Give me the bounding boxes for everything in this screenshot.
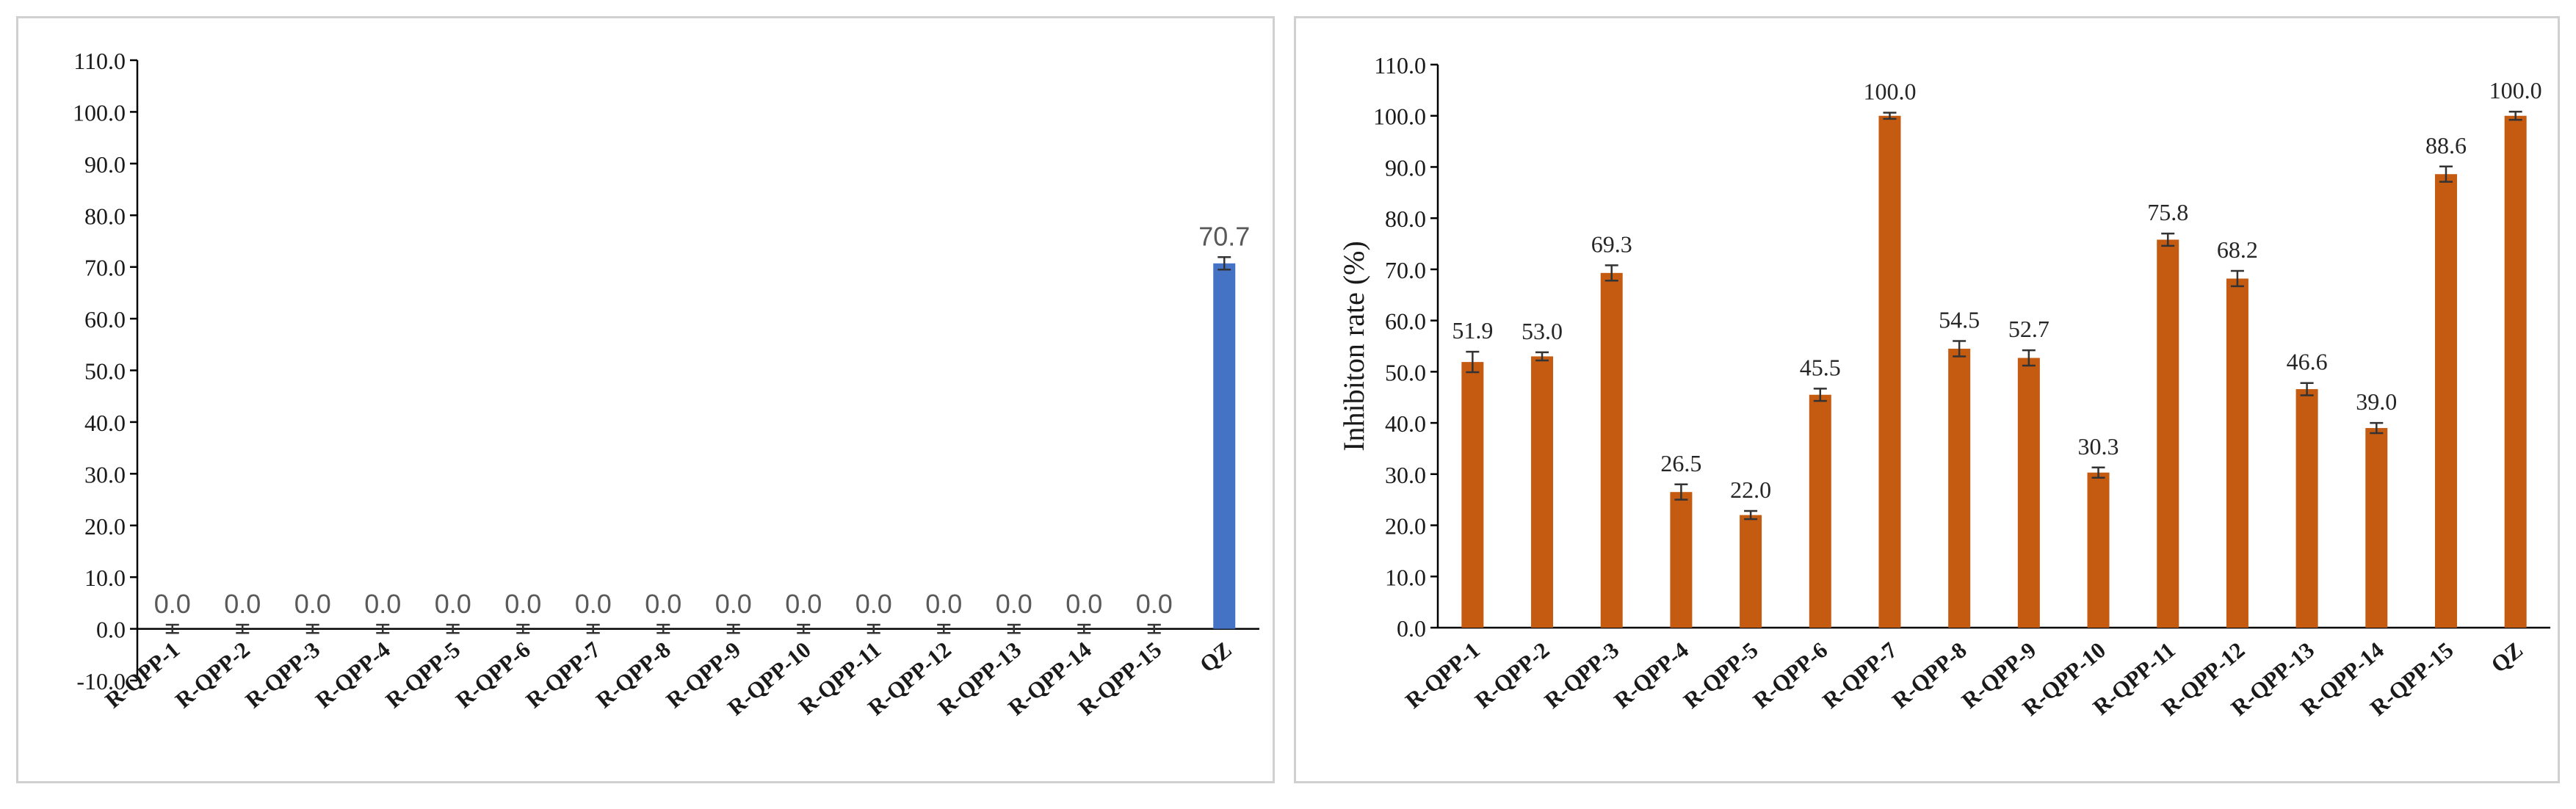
value-label: 0.0 <box>855 589 892 619</box>
right-bar-chart: 0.0 10.0 20.0 30.0 40.0 50.0 60.0 70.0 80.0 90.0 1… <box>1337 52 2550 721</box>
category-label: R-QPP-4 <box>311 636 395 713</box>
bar <box>2017 358 2040 628</box>
bar <box>2157 239 2179 628</box>
value-label: 100.0 <box>1863 79 1916 105</box>
value-label: 0.0 <box>154 589 191 619</box>
bar <box>1948 348 1971 628</box>
value-label: 0.0 <box>575 589 612 619</box>
y-tick-label: 80.0 <box>84 203 126 229</box>
bar <box>2295 389 2318 628</box>
bar <box>1878 115 1901 628</box>
bar <box>1531 356 1554 628</box>
category-label: R-QPP-2 <box>170 636 255 713</box>
value-label: 54.5 <box>1939 307 1980 333</box>
value-label: 0.0 <box>435 589 471 619</box>
y-axis-title: Inhibiton rate (%) <box>1337 241 1370 451</box>
bar <box>2434 174 2457 628</box>
y-tick-label: 110.0 <box>73 48 126 74</box>
category-label: R-QPP-4 <box>1609 637 1693 714</box>
value-label: 0.0 <box>925 589 962 619</box>
bar <box>1809 394 1831 628</box>
y-tick-label: 60.0 <box>84 306 126 333</box>
category-label: QZ <box>1195 636 1237 678</box>
y-tick-label: 90.0 <box>84 151 126 178</box>
y-tick-label: 20.0 <box>84 513 126 540</box>
value-label: 0.0 <box>645 589 681 619</box>
y-tick-label: 70.0 <box>1385 257 1426 283</box>
bar <box>1670 492 1693 628</box>
category-label: R-QPP-2 <box>1470 637 1555 714</box>
right-chart-panel: 0.0 10.0 20.0 30.0 40.0 50.0 60.0 70.0 80.0 90.0 1… <box>1294 16 2560 783</box>
value-label: 0.0 <box>294 589 331 619</box>
category-label: R-QPP-5 <box>1679 637 1763 714</box>
y-tick-label: 0.0 <box>96 617 126 643</box>
y-tick-label: 40.0 <box>84 410 126 436</box>
value-label: 88.6 <box>2425 132 2467 159</box>
value-label: 52.7 <box>2008 316 2049 342</box>
category-label: R-QPP-8 <box>591 636 676 713</box>
y-tick-label: 80.0 <box>1385 206 1426 232</box>
bar <box>2087 472 2110 628</box>
value-label: 0.0 <box>1136 589 1173 619</box>
y-tick-label: 30.0 <box>84 461 126 487</box>
category-label: R-QPP-5 <box>380 636 465 713</box>
value-label: 46.6 <box>2287 349 2328 375</box>
value-label: 51.9 <box>1452 317 1493 344</box>
y-tick-label: 50.0 <box>84 358 126 385</box>
left-bar-chart: -10.0 0.0 10.0 20.0 30.0 40.0 50.0 60.0 70.0 80.0… <box>73 48 1259 720</box>
category-label: QZ <box>2486 637 2528 678</box>
category-label: R-QPP-1 <box>1400 637 1485 714</box>
bar <box>2504 115 2527 628</box>
y-tick-label: 90.0 <box>1385 154 1426 181</box>
value-label: 70.7 <box>1198 221 1250 251</box>
y-tick-label: 100.0 <box>1373 104 1426 130</box>
value-label: 39.0 <box>2356 388 2397 415</box>
value-label: 0.0 <box>996 589 1032 619</box>
y-tick-label: 110.0 <box>1374 52 1426 79</box>
y-tick-label: 30.0 <box>1385 462 1426 488</box>
y-tick-label: 70.0 <box>84 255 126 281</box>
value-label: 0.0 <box>364 589 401 619</box>
value-label: 26.5 <box>1660 450 1701 476</box>
value-label: 100.0 <box>2489 77 2542 104</box>
y-tick-label: 60.0 <box>1385 308 1426 335</box>
y-tick-label: -10.0 <box>76 668 126 694</box>
value-label: 53.0 <box>1522 318 1563 344</box>
value-label: 30.3 <box>2078 433 2119 460</box>
value-label: 22.0 <box>1730 476 1771 503</box>
bar <box>1600 272 1623 628</box>
category-label: R-QPP-7 <box>1817 637 1902 714</box>
bar <box>1213 263 1236 629</box>
category-label: R-QPP-3 <box>1539 637 1624 714</box>
left-chart-panel: -10.0 0.0 10.0 20.0 30.0 40.0 50.0 60.0 70.0 80.0… <box>16 16 1275 783</box>
value-label: 75.8 <box>2147 199 2188 225</box>
category-label: R-QPP-7 <box>521 636 605 713</box>
bar <box>1740 515 1762 628</box>
y-tick-label: 100.0 <box>73 99 126 126</box>
y-tick-label: 50.0 <box>1385 359 1426 385</box>
value-label: 45.5 <box>1800 354 1841 380</box>
y-tick-label: 10.0 <box>84 565 126 591</box>
value-label: 0.0 <box>715 589 752 619</box>
y-tick-label: 40.0 <box>1385 410 1426 437</box>
bar <box>2226 278 2248 628</box>
bar <box>2365 428 2388 628</box>
bar <box>1461 362 1484 628</box>
value-label: 69.3 <box>1591 231 1632 257</box>
value-label: 0.0 <box>224 589 261 619</box>
value-label: 0.0 <box>504 589 541 619</box>
value-label: 68.2 <box>2217 236 2258 263</box>
category-label: R-QPP-6 <box>1748 637 1832 714</box>
category-label: R-QPP-8 <box>1887 637 1972 714</box>
value-label: 0.0 <box>1066 589 1102 619</box>
value-label: 0.0 <box>785 589 822 619</box>
y-tick-label: 0.0 <box>1397 615 1426 642</box>
y-tick-label: 20.0 <box>1385 513 1426 540</box>
category-label: R-QPP-3 <box>240 636 325 713</box>
y-tick-label: 10.0 <box>1385 564 1426 590</box>
category-label: R-QPP-6 <box>451 636 535 713</box>
